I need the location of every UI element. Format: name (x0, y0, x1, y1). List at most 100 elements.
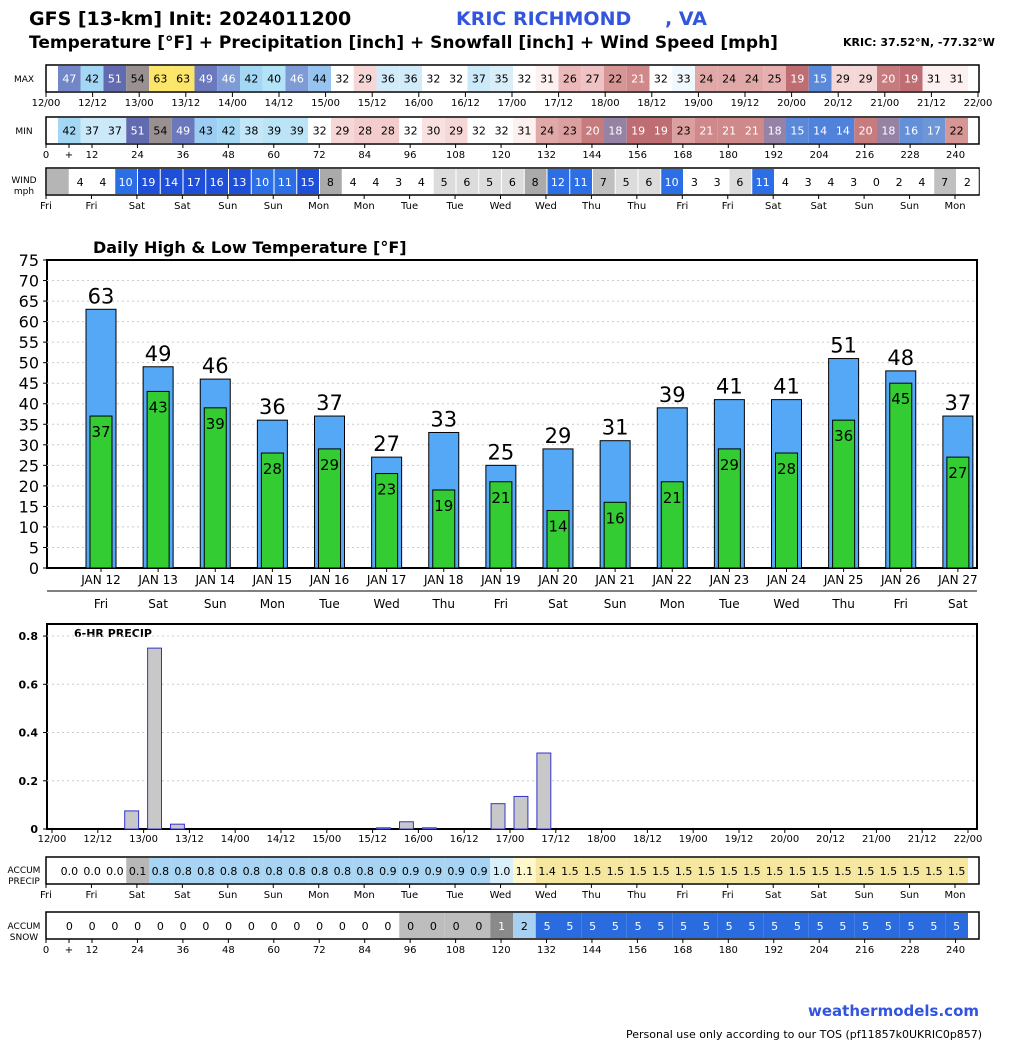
max-temp-cell (240, 66, 263, 91)
snow-hour-tick-label: 72 (313, 945, 326, 956)
min-temp-cell (854, 118, 877, 143)
accum-precip-cell (695, 858, 718, 883)
wind-value: 4 (827, 176, 834, 189)
wind-cell (706, 169, 729, 194)
temp-y-tick-label: 25 (19, 456, 39, 475)
min-temp-value: 19 (654, 125, 668, 138)
max-temp-value: 32 (449, 73, 463, 86)
low-temp-label: 29 (320, 456, 339, 474)
wind-value: 5 (623, 176, 630, 189)
temp-day-label: Thu (431, 597, 455, 611)
accum-precip-value: 0.0 (83, 865, 101, 878)
snow-hour-tick-label: 180 (719, 945, 738, 956)
accum-precip-cell (717, 858, 741, 883)
wind-cell (684, 169, 706, 194)
precip-x-tick-label: 19/12 (725, 834, 754, 845)
accum-precip-value: 1.0 (493, 865, 511, 878)
chart-subtitle: Temperature [°F] + Precipitation [inch] … (29, 33, 778, 53)
wind-value: 3 (714, 176, 721, 189)
precip-y-tick-label: 0.4 (19, 727, 39, 740)
date-tick-label: 20/00 (777, 98, 806, 109)
accum-precip-cell (353, 858, 377, 883)
min-temp-cell (171, 118, 195, 143)
wind-cell (797, 169, 820, 194)
precip-day-label: Fri (676, 890, 688, 901)
brand-link[interactable]: weathermodels.com (808, 1002, 980, 1020)
accum-snow-value: 0 (111, 920, 118, 933)
low-temp-label: 21 (663, 489, 682, 507)
accum-precip-value: 0.8 (311, 865, 329, 878)
wind-value: 4 (782, 176, 789, 189)
temp-day-label: Wed (773, 597, 799, 611)
accum-snow-cell (331, 913, 354, 938)
temp-y-tick-label: 0 (29, 559, 39, 578)
snow-hour-tick-label: + (65, 945, 73, 956)
min-temp-cell (672, 118, 695, 143)
max-temp-value: 63 (176, 73, 190, 86)
wind-value: 3 (691, 176, 698, 189)
hour-tick-label: 48 (222, 150, 235, 161)
accum-snow-cell (126, 913, 149, 938)
wind-day-label: Sat (174, 201, 190, 212)
accum-precip-cell (581, 858, 604, 883)
accum-precip-value: 1.5 (652, 865, 670, 878)
temp-y-tick-label: 75 (19, 251, 39, 270)
max-temp-cell (467, 66, 491, 91)
accum-precip-cell (285, 858, 309, 883)
wind-cell (206, 169, 228, 194)
accum-precip-value: 0.8 (174, 865, 192, 878)
max-temp-cell (149, 66, 172, 91)
temp-y-tick-label: 45 (19, 374, 39, 393)
snow-hour-tick-label: 12 (86, 945, 99, 956)
low-temp-label: 39 (206, 415, 225, 433)
max-temp-value: 36 (381, 73, 395, 86)
accum-snow-cell (786, 913, 809, 938)
wind-unit-label: mph (14, 187, 34, 197)
accum-snow-value: 0 (407, 920, 414, 933)
precip-x-tick-label: 17/12 (541, 834, 570, 845)
date-tick-label: 22/00 (964, 98, 993, 109)
date-tick-label: 16/12 (451, 98, 480, 109)
accum-precip-value: 1.5 (766, 865, 784, 878)
accum-precip-unit-label: PRECIP (8, 877, 40, 887)
wind-cell (388, 169, 410, 194)
wind-value: 2 (964, 176, 971, 189)
precip-x-tick-label: 13/12 (175, 834, 204, 845)
max-temp-value: 37 (472, 73, 486, 86)
precip-bar (513, 795, 529, 830)
accum-precip-value: 1.5 (561, 865, 579, 878)
temp-x-tick-label: JAN 21 (594, 573, 635, 587)
max-temp-value: 32 (426, 73, 440, 86)
accum-snow-cell (763, 913, 786, 938)
max-temp-cell (194, 66, 218, 91)
precip-day-label: Sat (765, 890, 781, 901)
max-temp-cell (217, 66, 240, 91)
low-temp-label: 21 (491, 489, 510, 507)
accum-snow-value: 5 (726, 920, 733, 933)
snow-hour-tick-label: 108 (446, 945, 465, 956)
hour-tick-label: 120 (492, 150, 511, 161)
min-temp-cell (240, 118, 263, 143)
accum-snow-cell (626, 913, 650, 938)
snow-hour-tick-label: 204 (810, 945, 829, 956)
wind-value: 10 (119, 176, 133, 189)
max-temp-value: 21 (631, 73, 645, 86)
accum-snow-cell (831, 913, 855, 938)
accum-snow-cell (80, 913, 104, 938)
snow-hour-tick-label: 192 (764, 945, 783, 956)
precip-y-tick-label: 0 (30, 823, 38, 836)
max-temp-cell (786, 66, 809, 91)
temp-x-tick-label: JAN 27 (937, 573, 978, 587)
precip-x-tick-label: 22/00 (954, 834, 983, 845)
accum-precip-value: 0.8 (220, 865, 238, 878)
max-temp-cell (331, 66, 354, 91)
precip-bar (399, 821, 414, 830)
accum-snow-value: 0 (157, 920, 164, 933)
wind-cell (297, 169, 319, 194)
max-temp-value: 42 (244, 73, 258, 86)
max-temp-cell (854, 66, 877, 91)
accum-precip-value: 1.5 (948, 865, 966, 878)
accum-precip-value: 0.8 (152, 865, 170, 878)
accum-snow-cell (945, 913, 968, 938)
accum-precip-value: 1.5 (743, 865, 761, 878)
